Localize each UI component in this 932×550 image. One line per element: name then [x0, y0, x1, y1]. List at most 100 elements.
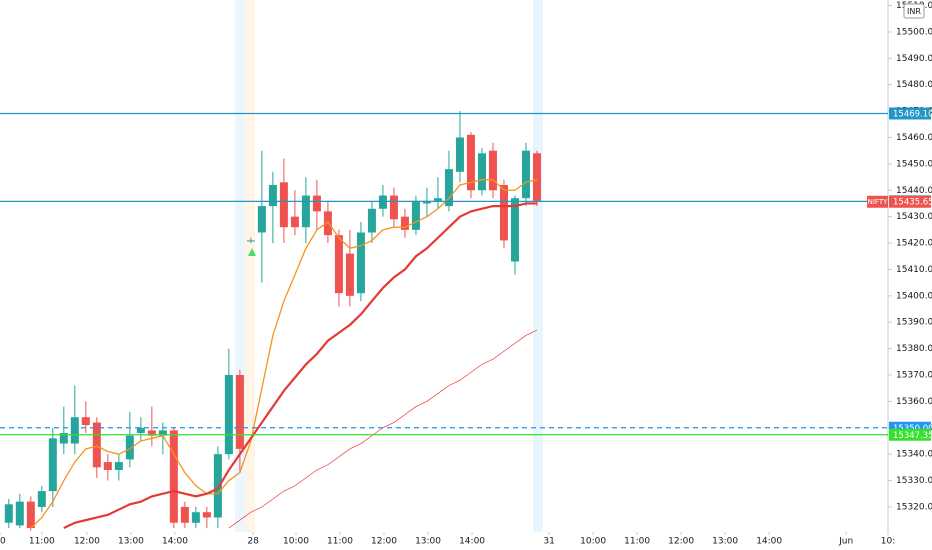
candle-body — [136, 427, 145, 434]
x-tick-label: 31 — [543, 537, 554, 547]
candle-body — [224, 374, 233, 455]
candle-body — [389, 195, 398, 220]
candle-body — [202, 512, 211, 518]
candle-body — [92, 422, 101, 468]
candle-body — [103, 462, 112, 470]
x-tick-label: 12:00 — [668, 537, 694, 547]
x-tick-label: 14:00 — [459, 537, 485, 547]
y-tick-label: 15330.00 — [896, 476, 932, 486]
y-tick-label: 15480.00 — [896, 80, 932, 90]
candle-body — [15, 501, 24, 526]
x-tick-label: 11:00 — [327, 537, 353, 547]
plot-area — [4, 111, 541, 531]
candle-body — [235, 374, 244, 449]
candle-body — [158, 430, 167, 436]
session-break — [235, 0, 245, 532]
candle-body — [367, 208, 376, 233]
y-tick-label: 15380.00 — [896, 344, 932, 354]
candle-body — [411, 200, 420, 230]
x-tick-label: 14:00 — [756, 537, 782, 547]
y-tick-label: 15440.00 — [896, 186, 932, 196]
candle-body — [433, 198, 442, 201]
session-break — [245, 0, 255, 532]
currency-box — [903, 3, 925, 19]
x-tick-label: 13:00 — [118, 537, 144, 547]
candle-body — [323, 211, 332, 236]
candle-body — [422, 200, 431, 204]
candle-body — [455, 137, 464, 172]
x-tick-label: 13:00 — [415, 537, 441, 547]
candle-body — [488, 150, 497, 191]
candle-body — [279, 182, 288, 228]
x-tick-label: 14:00 — [162, 537, 188, 547]
y-tick-label: 15340.00 — [896, 450, 932, 460]
candle-body — [356, 232, 365, 294]
candle-body — [213, 454, 222, 518]
candle-body — [114, 462, 123, 470]
signal-arrow — [248, 248, 256, 256]
candle-body — [48, 438, 57, 492]
x-tick-label: Jun — [838, 537, 853, 547]
candle-body — [37, 491, 46, 507]
y-tick-label: 15320.00 — [896, 502, 932, 512]
candle-body — [521, 150, 530, 199]
candle-body — [169, 430, 178, 523]
candle-body — [59, 433, 68, 444]
x-tick-label: 12:00 — [371, 537, 397, 547]
y-tick-label: 15360.00 — [896, 397, 932, 407]
y-tick-label: 15370.00 — [896, 370, 932, 380]
y-tick-label: 15420.00 — [896, 239, 932, 249]
candle-body — [268, 184, 277, 207]
price-tag — [889, 107, 931, 120]
y-tick-label: 15500.00 — [896, 27, 932, 37]
symbol-label: NIFTY — [868, 198, 888, 206]
candle-body — [257, 206, 266, 233]
moving-average — [63, 202, 537, 530]
candle-body — [4, 504, 13, 523]
candle-body — [345, 253, 354, 296]
candle-body — [125, 435, 134, 460]
symbol-tag — [867, 195, 888, 208]
moving-average — [228, 329, 538, 529]
x-tick-label: 10:00 — [580, 537, 606, 547]
candle-body — [510, 198, 519, 262]
y-tick-label: 15390.00 — [896, 318, 932, 328]
x-tick-label: 10: — [881, 537, 895, 547]
price-axis — [888, 0, 932, 550]
x-tick-label: 13:00 — [712, 537, 738, 547]
candle-body — [334, 235, 343, 294]
currency: INR — [907, 7, 921, 16]
x-tick-label: 11:00 — [29, 537, 55, 547]
price-tag-label: 15347.35 — [893, 431, 932, 441]
candle-body — [444, 169, 453, 207]
candle-body — [378, 195, 387, 209]
candle-body — [147, 430, 156, 436]
candle-body — [477, 153, 486, 191]
candle-body — [312, 195, 321, 212]
y-tick-label: 15430.00 — [896, 212, 932, 222]
y-tick-label: 15410.00 — [896, 265, 932, 275]
x-tick-label: 11:00 — [624, 537, 650, 547]
candle-body — [81, 417, 90, 426]
session-break — [533, 0, 543, 532]
x-tick-label: 00 — [0, 537, 6, 547]
candle-body — [246, 240, 255, 242]
candle-body — [499, 184, 508, 241]
candle-body — [400, 216, 409, 230]
y-tick-label: 15490.00 — [896, 54, 932, 64]
candle-body — [532, 153, 541, 201]
candle-body — [191, 512, 200, 523]
last-price-label: 15435.65 — [893, 198, 932, 208]
candle-body — [290, 216, 299, 228]
candle-body — [70, 417, 79, 444]
candle-body — [180, 506, 189, 523]
y-tick-label: 15400.00 — [896, 291, 932, 301]
candle-body — [466, 134, 475, 191]
y-tick-label: 15450.00 — [896, 159, 932, 169]
y-tick-label: 15460.00 — [896, 133, 932, 143]
price-tag-label: 15469.10 — [893, 109, 932, 119]
x-tick-label: 10:00 — [283, 537, 309, 547]
x-tick-label: 28 — [247, 537, 259, 547]
